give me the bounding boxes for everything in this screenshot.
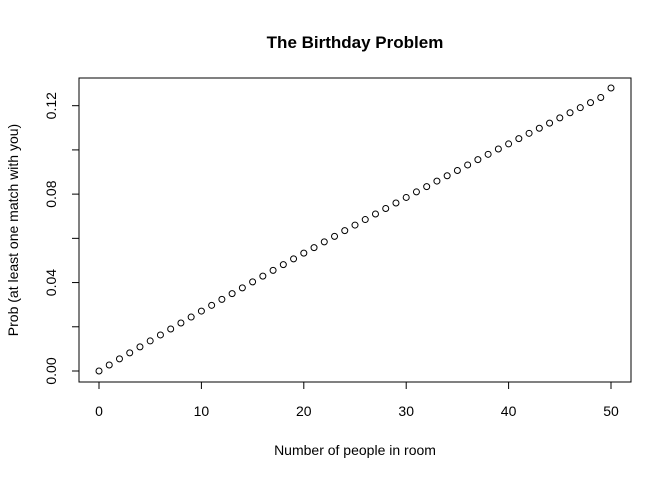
data-point (177, 319, 185, 327)
data-point (259, 272, 267, 280)
data-point (310, 244, 318, 252)
data-point (115, 355, 123, 363)
x-tick-label: 40 (501, 403, 517, 419)
data-point (300, 249, 308, 257)
data-point (535, 124, 543, 132)
x-axis-label: Number of people in room (274, 442, 436, 458)
x-tick-label: 10 (194, 403, 210, 419)
x-tick-label: 20 (296, 403, 312, 419)
data-point (351, 221, 359, 229)
data-point (515, 135, 523, 143)
data-point (433, 177, 441, 185)
data-points (95, 84, 615, 375)
chart-title: The Birthday Problem (267, 33, 444, 52)
data-point (279, 261, 287, 269)
y-axis-label: Prob (at least one match with you) (5, 124, 21, 336)
x-tick-label: 0 (95, 403, 103, 419)
plot-frame (78, 77, 632, 383)
data-point (371, 210, 379, 218)
data-point (146, 337, 154, 345)
data-point (576, 104, 584, 112)
data-point (494, 145, 502, 153)
y-tick-label: 0.04 (43, 269, 59, 296)
data-point (136, 343, 144, 351)
data-point (105, 361, 113, 369)
data-point (607, 84, 615, 92)
y-tick-label: 0.00 (43, 357, 59, 384)
y-axis: 0.00 0.04 0.08 0.12 (43, 92, 80, 385)
data-point (320, 238, 328, 246)
data-point (361, 216, 369, 224)
y-tick-label: 0.12 (43, 92, 59, 119)
data-point (412, 188, 420, 196)
data-point (197, 307, 205, 315)
data-point (546, 119, 554, 127)
data-point (402, 193, 410, 201)
data-point (156, 331, 164, 339)
x-tick-label: 50 (603, 403, 619, 419)
data-point (597, 94, 605, 102)
data-point (566, 109, 574, 117)
data-point (95, 367, 103, 375)
data-point (249, 278, 257, 286)
data-point (331, 232, 339, 240)
y-tick-label: 0.08 (43, 180, 59, 207)
data-point (187, 313, 195, 321)
data-point (453, 166, 461, 174)
data-point (423, 183, 431, 191)
data-point (228, 290, 236, 298)
data-point (290, 255, 298, 263)
data-point (238, 284, 246, 292)
data-point (269, 266, 277, 274)
data-point (464, 161, 472, 169)
data-point (341, 227, 349, 235)
data-point (474, 156, 482, 164)
data-point (443, 172, 451, 180)
data-point (556, 114, 564, 122)
data-point (218, 295, 226, 303)
data-point (587, 99, 595, 107)
data-point (382, 204, 390, 212)
data-point (525, 129, 533, 137)
x-axis: 0 10 20 30 40 50 (95, 381, 619, 419)
data-point (505, 140, 513, 148)
data-point (484, 150, 492, 158)
data-point (208, 301, 216, 309)
data-point (167, 325, 175, 333)
data-point (126, 349, 134, 357)
x-tick-label: 30 (398, 403, 414, 419)
data-point (392, 199, 400, 207)
